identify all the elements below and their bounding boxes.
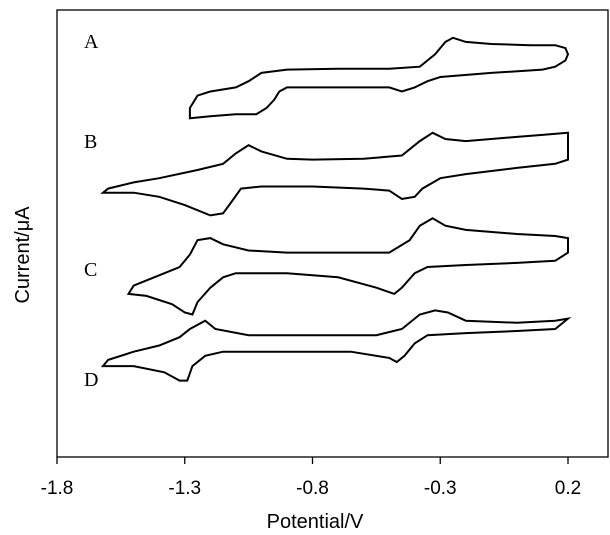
x-tick-label: -0.3 [424, 478, 457, 499]
x-axis-label: Potential/V [267, 511, 364, 533]
x-tick-label: -1.3 [168, 478, 201, 499]
cv-curve-b [100, 131, 569, 217]
plot-frame [56, 9, 609, 458]
x-tick-label: -1.8 [41, 478, 74, 499]
series-label-d: D [84, 369, 98, 391]
cv-curve-c [126, 217, 569, 316]
series-labels-group: A B C D [84, 31, 99, 391]
series-label-b: B [84, 131, 97, 153]
cv-curve-a [188, 36, 570, 120]
series-label-c: C [84, 259, 97, 281]
x-tick-label: 0.2 [555, 478, 581, 499]
x-axis-ticks-group: -1.8 -1.3 -0.8 -0.3 0.2 [41, 457, 581, 499]
series-label-a: A [84, 31, 99, 53]
y-axis-label: Current/μA [12, 206, 34, 304]
curves-group [100, 36, 572, 382]
cv-curve-d [100, 309, 572, 382]
x-tick-label: -0.8 [296, 478, 329, 499]
